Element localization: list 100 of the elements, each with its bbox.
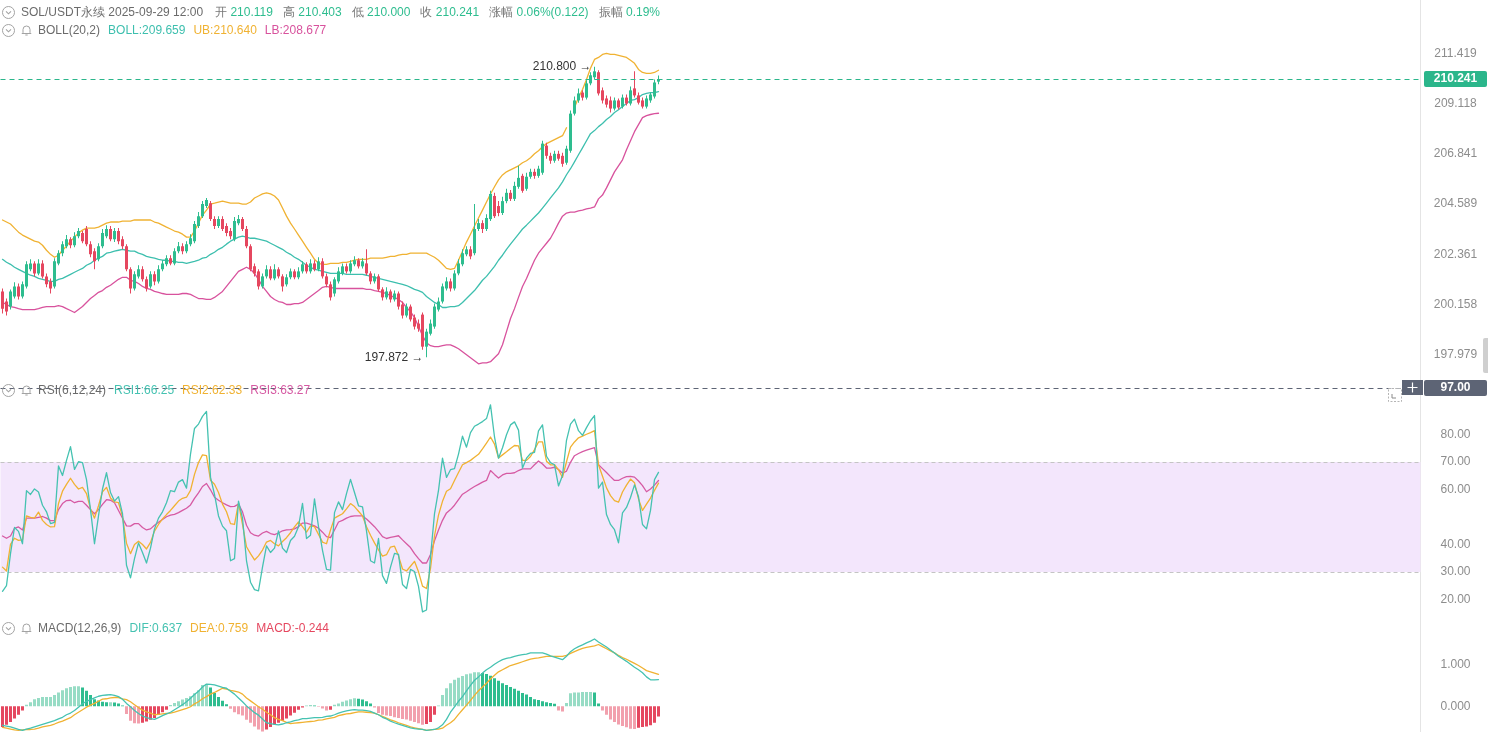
bar	[577, 692, 580, 707]
legend-title: MACD(12,26,9)	[38, 620, 122, 636]
text: 197.872 →	[364, 349, 424, 364]
bar	[321, 706, 324, 709]
bar	[601, 706, 604, 711]
bar	[329, 706, 332, 710]
bar	[613, 706, 616, 722]
bar	[453, 679, 456, 707]
bar	[493, 678, 496, 707]
y-tick-label: 210.241	[1433, 71, 1478, 86]
bar	[37, 697, 40, 707]
text: RSI1:66.25	[114, 382, 175, 398]
bar	[461, 676, 464, 707]
bar	[637, 706, 640, 728]
bar	[105, 702, 108, 707]
bar	[153, 706, 156, 719]
bar	[281, 706, 284, 721]
bar	[29, 702, 32, 707]
bar	[209, 687, 212, 707]
bar	[369, 703, 372, 707]
bar	[581, 692, 584, 707]
bar	[589, 692, 592, 707]
bar	[573, 692, 576, 707]
bar	[497, 680, 500, 707]
bar	[241, 706, 244, 716]
bar	[253, 706, 256, 727]
bar	[21, 706, 24, 711]
bar	[509, 686, 512, 707]
bar	[541, 701, 544, 707]
y-tick-label: 60.00	[1440, 481, 1471, 496]
bar	[77, 686, 80, 707]
text: DIF:0.637	[129, 620, 183, 636]
bar	[521, 692, 524, 707]
bar	[401, 706, 404, 719]
bar	[65, 688, 68, 707]
bar	[409, 706, 412, 721]
bar	[33, 699, 36, 707]
text: BOLL:209.659	[108, 22, 186, 38]
bar	[397, 706, 400, 719]
bar	[237, 706, 240, 715]
bar	[645, 706, 648, 727]
bar	[277, 706, 280, 723]
bar	[545, 702, 548, 707]
bar	[229, 706, 232, 709]
bar	[81, 687, 84, 707]
legend-title: RSI(6,12,24)	[38, 382, 107, 398]
bar	[537, 700, 540, 707]
y-tick-label: 70.00	[1440, 454, 1471, 469]
bar	[349, 699, 352, 707]
bar	[389, 706, 392, 717]
y-tick-label: 0.000	[1440, 698, 1471, 713]
bar	[593, 692, 596, 707]
bar	[17, 706, 20, 715]
y-tick-label: 30.00	[1440, 564, 1471, 579]
bar	[633, 706, 636, 730]
bar	[385, 706, 388, 716]
legend-title: BOLL(20,2)	[38, 22, 101, 38]
text: 开 210.119 高 210.403 低 210.000 收 210.241 涨幅 0.06%(0.122) 振幅 0.19%	[215, 5, 660, 19]
bar	[377, 706, 380, 714]
bar	[529, 697, 532, 707]
bar	[501, 683, 504, 707]
y-tick-label: 204.589	[1433, 196, 1478, 211]
bar	[49, 697, 52, 707]
bar	[165, 706, 168, 710]
bar	[609, 706, 612, 720]
text: MACD:-0.244	[256, 620, 329, 636]
bar	[561, 706, 564, 712]
y-tick-label: 206.841	[1433, 146, 1478, 161]
bar	[133, 706, 136, 724]
y-tick-label: 20.00	[1440, 591, 1471, 606]
bar	[569, 693, 572, 707]
bar	[361, 699, 364, 707]
text: DEA:0.759	[190, 620, 249, 636]
bar	[9, 706, 12, 722]
bar	[69, 686, 72, 707]
bar	[605, 706, 608, 715]
text: LB:208.677	[264, 22, 327, 38]
bar	[297, 706, 300, 710]
bar	[41, 697, 44, 707]
bar	[485, 673, 488, 707]
bar	[425, 706, 428, 725]
bar	[345, 700, 348, 707]
bar	[357, 698, 360, 707]
bar	[505, 684, 508, 707]
bar	[249, 706, 252, 723]
bar	[449, 683, 452, 707]
bar	[273, 706, 276, 725]
bar	[53, 694, 56, 707]
bar	[421, 706, 424, 725]
bar	[405, 706, 408, 720]
bar	[161, 706, 164, 713]
bar	[533, 699, 536, 707]
bar	[57, 692, 60, 707]
bar	[293, 706, 296, 713]
y-tick-label: 200.158	[1433, 296, 1478, 311]
bar	[641, 706, 644, 727]
bar	[353, 698, 356, 707]
y-tick-label: 211.419	[1434, 45, 1478, 60]
bar	[173, 702, 176, 707]
bar	[549, 702, 552, 707]
